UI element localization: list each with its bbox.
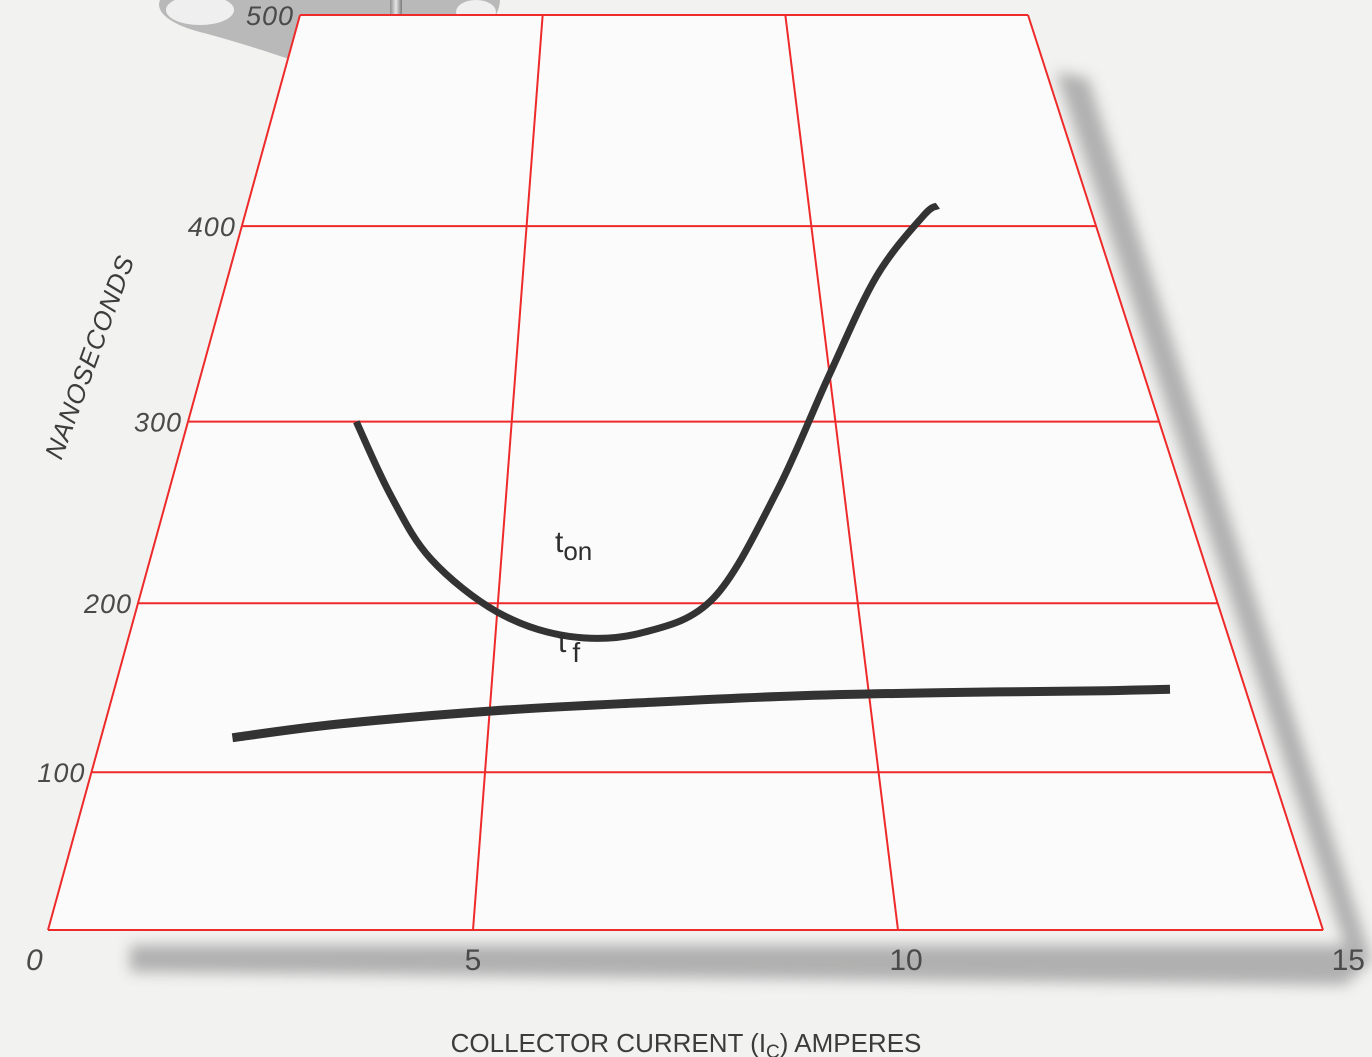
x-axis-title-prefix: COLLECTOR CURRENT (I <box>451 1028 766 1057</box>
gridline-v-0 <box>47 14 301 931</box>
x-tick-15: 15 <box>1332 944 1365 977</box>
series-layer <box>231 202 1171 743</box>
series-label-tf-base: t <box>558 626 572 659</box>
x-tick-labels: 0 5 10 15 <box>26 944 1365 977</box>
series-label-ton-sub: on <box>563 536 592 566</box>
gridline-v-10 <box>784 14 899 931</box>
paper-sheet <box>48 15 1323 930</box>
x-tick-5: 5 <box>465 944 482 977</box>
y-axis-title: NANOSECONDS <box>39 251 141 463</box>
series-line-ton <box>353 202 940 642</box>
series-label-tf-sub: f <box>572 637 580 668</box>
x-tick-0: 0 <box>26 944 43 977</box>
x-tick-10: 10 <box>889 944 922 977</box>
y-tick-300: 300 <box>134 408 182 438</box>
series-label-tf: tf <box>558 626 580 668</box>
x-axis-title-suffix: ) AMPERES <box>780 1028 922 1057</box>
y-tick-100: 100 <box>37 758 85 788</box>
x-axis-title-subscript: C <box>766 1042 780 1057</box>
gridline-v-15 <box>1027 14 1324 931</box>
gridline-v-5 <box>472 14 544 931</box>
y-tick-400: 400 <box>188 212 236 242</box>
series-line-tf <box>231 684 1171 743</box>
series-label-ton: ton <box>555 526 592 566</box>
y-tick-labels: 100 200 300 400 500 <box>37 1 294 788</box>
series-label-ton-base: t <box>555 526 564 559</box>
y-tick-200: 200 <box>83 589 132 619</box>
x-axis-title: COLLECTOR CURRENT (IC) AMPERES <box>451 1028 922 1057</box>
y-tick-500: 500 <box>246 1 294 31</box>
grid <box>47 14 1324 931</box>
